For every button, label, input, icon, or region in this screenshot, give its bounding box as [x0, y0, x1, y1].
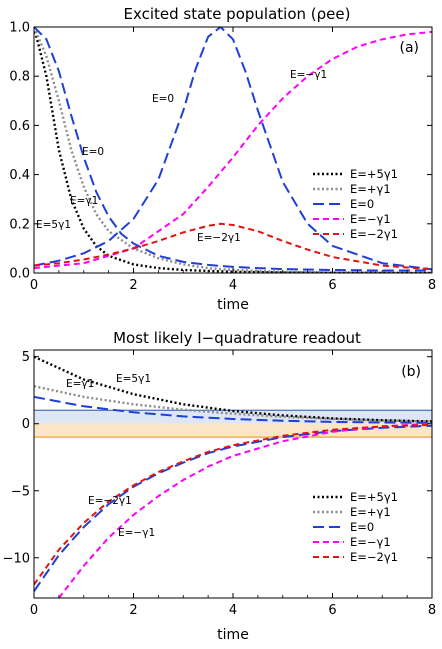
chart-b-ytick-label: 0: [22, 417, 30, 432]
chart-b-legend-label-0: E=+5γ1: [350, 490, 398, 504]
chart-a-annotation-e-5gamma: E=5γ1: [36, 219, 71, 231]
chart-a-legend-label-2: E=0: [350, 197, 374, 211]
chart-b-ytick-label: 5: [22, 350, 30, 365]
chart-b-annotation-e-gamma: E=γ1: [66, 378, 94, 390]
chart-a-xtick-label: 8: [428, 278, 436, 293]
chart-a-legend-label-3: E=−γ1: [350, 212, 391, 226]
chart-b-series-4-line: [34, 423, 432, 586]
chart-a-series-2-line-secondary: [34, 27, 432, 271]
chart-b-xtick-label: 0: [30, 603, 38, 618]
chart-a-ytick-label: 0.8: [9, 70, 30, 85]
chart-b-xtick-label: 2: [129, 603, 137, 618]
chart-a-annotation-e0-peak: E=0: [152, 93, 174, 105]
chart-a-series-3-line: [34, 30, 432, 270]
chart-a-series-2-line: [34, 27, 432, 272]
chart-b-band-1: [34, 423, 432, 438]
chart-b-xtick-label: 4: [229, 603, 237, 618]
chart-a-legend: E=+5γ1 E=+γ1 E=0 E=−γ1 E=−2γ1: [313, 167, 398, 241]
chart-b-xtick-label: 6: [328, 603, 336, 618]
chart-a-xtick-label: 4: [229, 278, 237, 293]
chart-a-ytick-label: 0.4: [9, 168, 30, 183]
chart-a-annotation-e-gamma: E=γ1: [70, 195, 98, 207]
chart-b-series-0-line: [34, 355, 432, 423]
chart-a-ytick-label: 0.0: [9, 267, 30, 282]
chart-a-xlabel: time: [217, 297, 249, 313]
chart-b-annotation-e-minus-2gamma: E=−2γ1: [88, 495, 132, 507]
chart-b-series-2-line: [34, 395, 432, 424]
chart-a-panel-label: (a): [399, 40, 419, 56]
chart-a-legend-label-1: E=+γ1: [350, 182, 391, 196]
chart-a-ytick-label: 1.0: [9, 21, 30, 36]
chart-b-xlabel: time: [217, 627, 249, 643]
chart-b-legend-label-4: E=−2γ1: [350, 550, 398, 564]
chart-b-series-1-line: [34, 385, 432, 423]
chart-a-ytick-label: 0.6: [9, 119, 30, 134]
chart-a-xtick-label: 6: [328, 278, 336, 293]
chart-a-annotation-e-minus-2gamma: E=−2γ1: [197, 232, 241, 244]
chart-b-legend-label-1: E=+γ1: [350, 505, 391, 519]
chart-b-annotation-e-5gamma: E=5γ1: [116, 373, 151, 385]
chart-b-legend: E=+5γ1 E=+γ1 E=0 E=−γ1 E=−2γ1: [313, 490, 398, 564]
chart-a-xtick-label: 0: [30, 278, 38, 293]
chart-b-ytick-label: −10: [3, 551, 30, 566]
chart-b-annotation-e-minus-gamma: E=−γ1: [118, 527, 155, 539]
chart-b-band-0: [34, 410, 432, 424]
chart-b-xtick-label: 8: [428, 603, 436, 618]
chart-b-legend-label-3: E=−γ1: [350, 535, 391, 549]
chart-a-legend-label-4: E=−2γ1: [350, 227, 398, 241]
chart-a-legend-label-0: E=+5γ1: [350, 167, 398, 181]
chart-a-annotation-e-minus-gamma: E=−γ1: [290, 69, 327, 81]
chart-a-ytick-label: 0.2: [9, 217, 30, 232]
chart-a-annotation-e0-left: E=0: [82, 146, 104, 158]
chart-b-title: Most likely I−quadrature readout: [113, 329, 361, 347]
chart-b-panel-label: (b): [401, 364, 421, 380]
chart-b-ytick-label: −5: [11, 484, 30, 499]
chart-b-series-3-line: [58, 422, 432, 598]
chart-a-series-4-line: [34, 222, 432, 271]
chart-b-legend-label-2: E=0: [350, 520, 374, 534]
chart-a-xtick-label: 2: [129, 278, 137, 293]
chart-a-title: Excited state population (ρee): [124, 5, 351, 23]
